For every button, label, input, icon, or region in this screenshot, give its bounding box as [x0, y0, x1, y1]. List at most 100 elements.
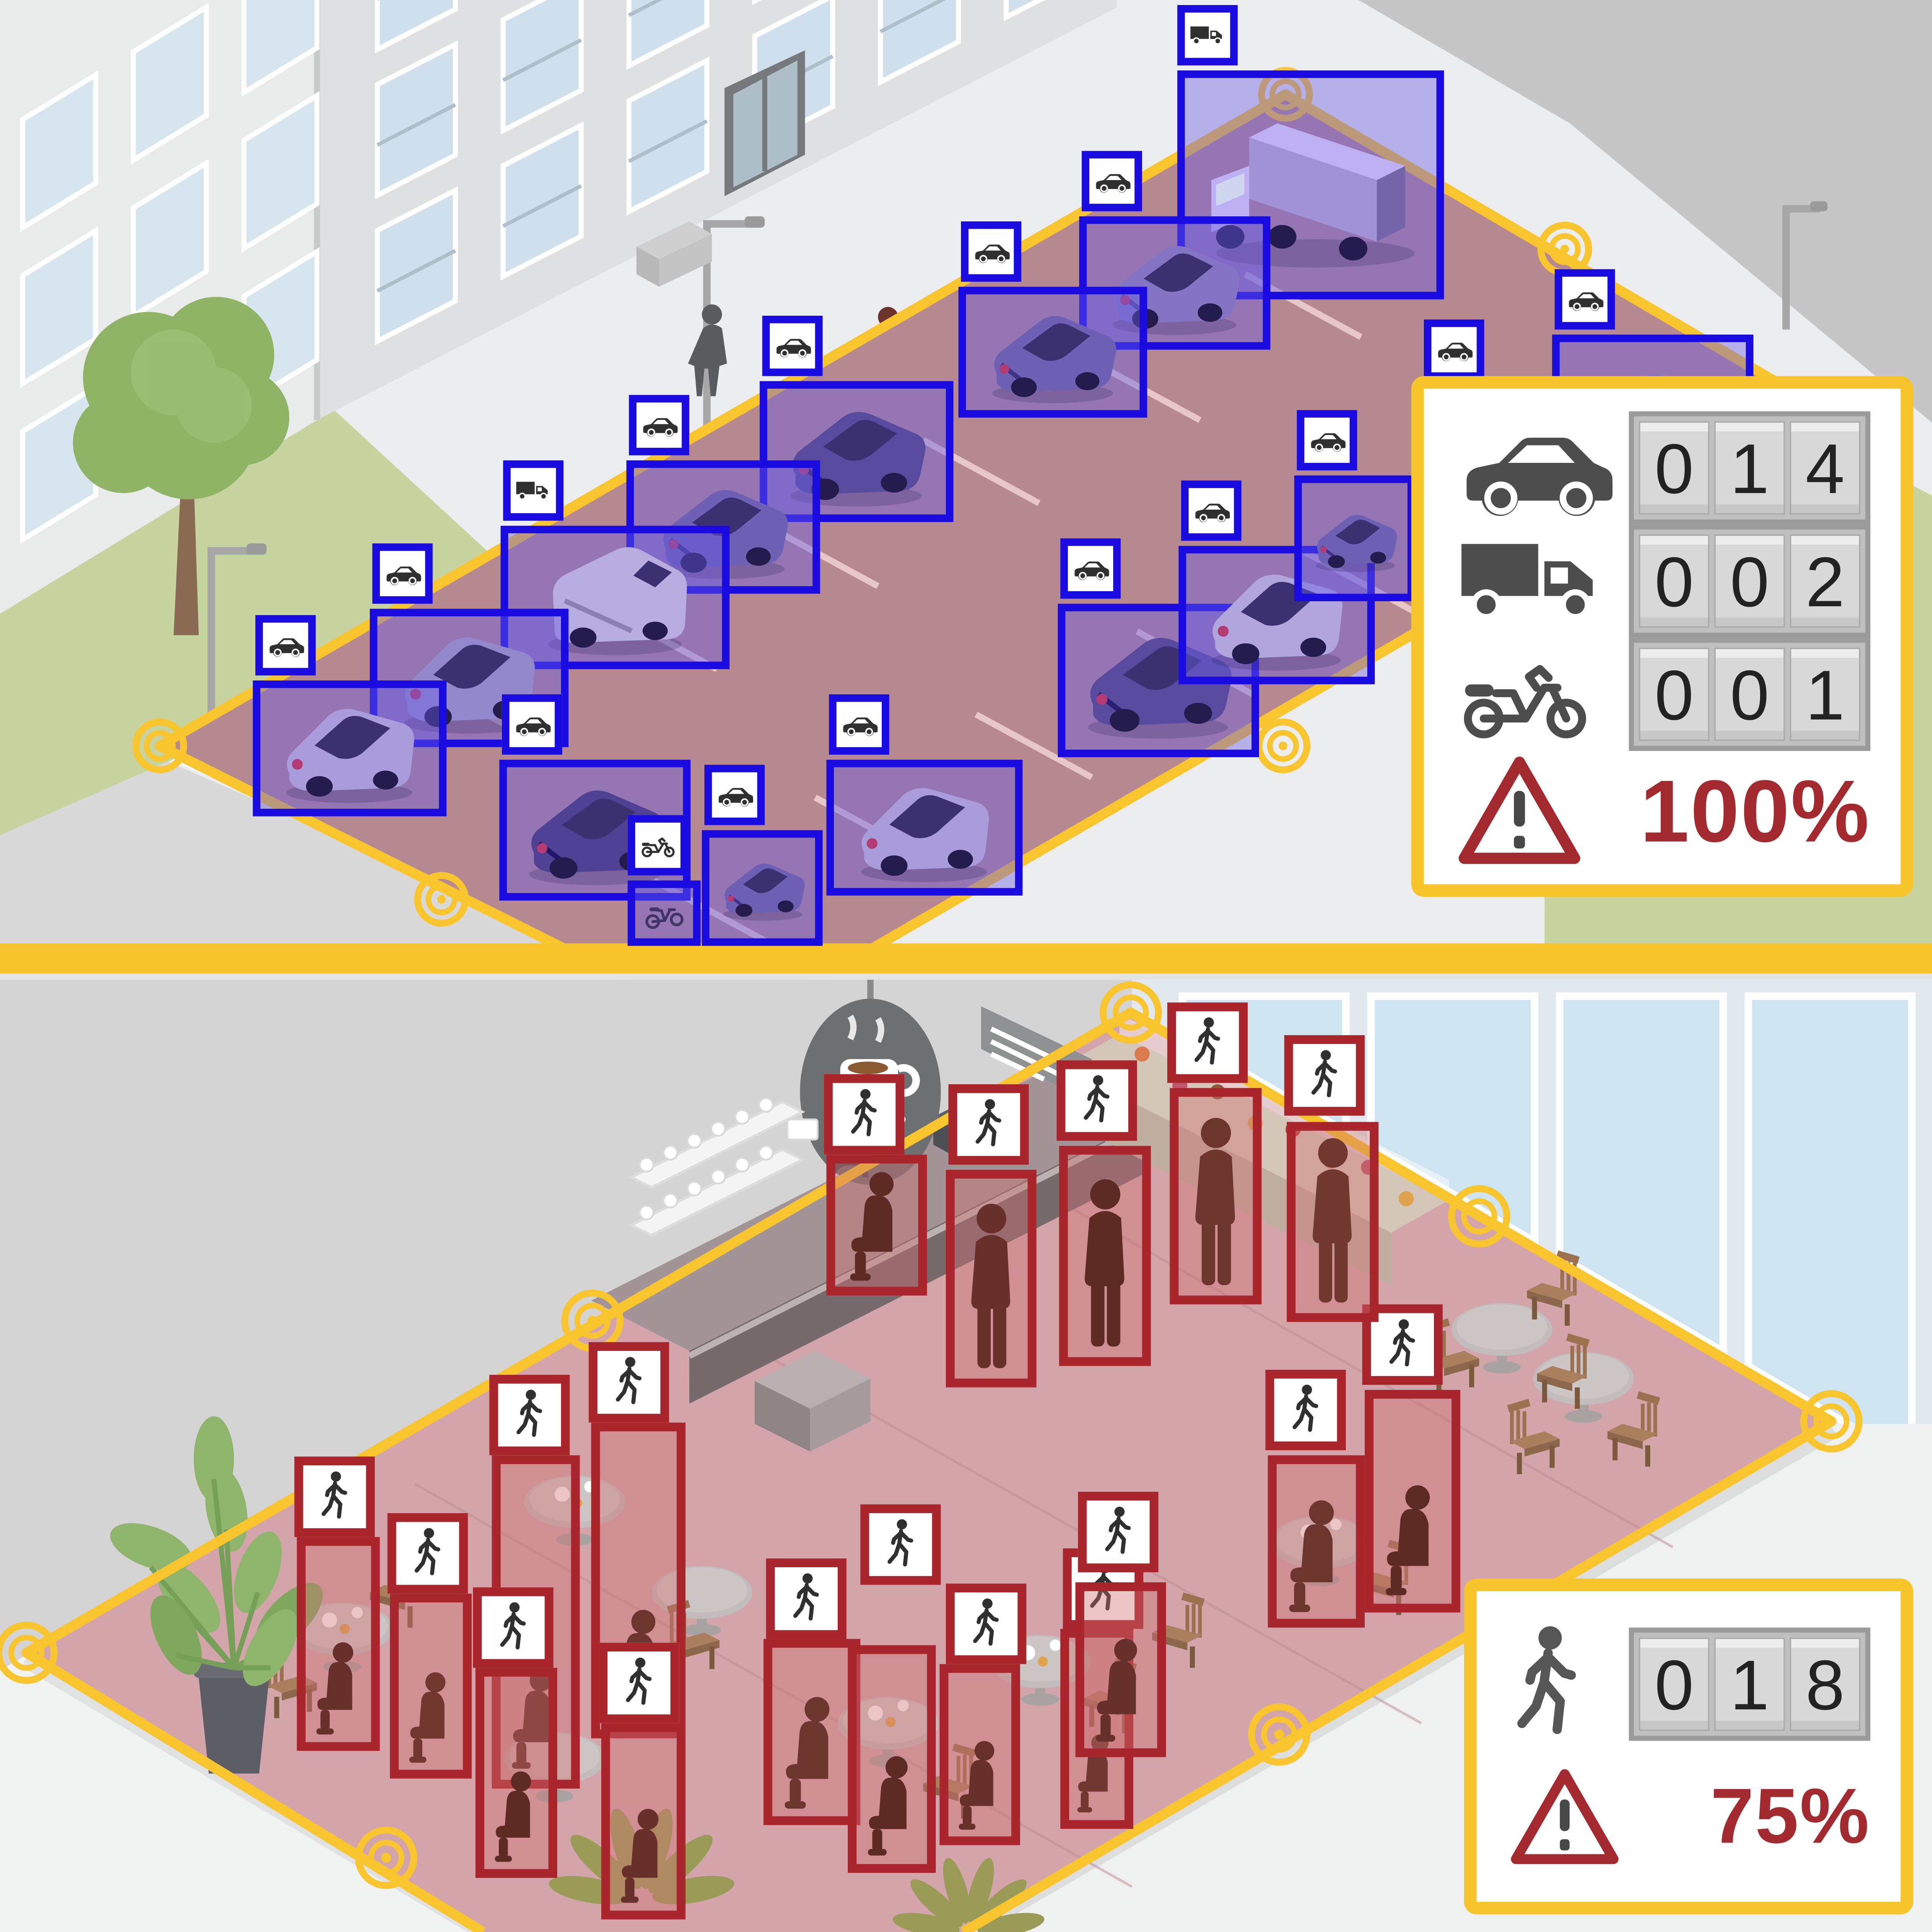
person-silhouette — [1087, 1596, 1155, 1743]
person-icon — [860, 1504, 941, 1585]
person-icon — [1265, 1369, 1346, 1451]
person-icon — [599, 1643, 679, 1723]
person-silhouette — [1298, 1136, 1368, 1308]
moped-icon — [628, 815, 688, 876]
person-icon — [1167, 1002, 1248, 1083]
vehicle-silhouette — [773, 393, 940, 511]
counter-digit: 4 — [1790, 421, 1861, 515]
person-silhouette — [1181, 1103, 1251, 1289]
person-icon — [588, 1342, 669, 1423]
person-icon — [473, 1587, 554, 1668]
vehicle-detection-box — [628, 880, 701, 946]
person-icon — [489, 1374, 570, 1456]
person-detection-box — [939, 1664, 1020, 1845]
person-silhouette — [1070, 1161, 1140, 1351]
person-silhouette — [838, 1167, 916, 1283]
person-icon — [824, 1074, 905, 1155]
person-detection-box — [475, 1668, 558, 1878]
person-detection-box — [297, 1537, 380, 1751]
vehicle-detection-box — [702, 830, 823, 946]
vehicle-silhouette — [1071, 616, 1246, 746]
person-silhouette — [1376, 1405, 1449, 1598]
person-detection-box — [390, 1594, 472, 1779]
vehicle-alert-row: 100% — [1454, 751, 1870, 871]
person-silhouette — [401, 1607, 461, 1765]
warning-triangle-icon — [1507, 1764, 1622, 1870]
counter-digit: 0 — [1639, 1638, 1709, 1731]
truck-icon — [1177, 5, 1238, 66]
person-icon — [766, 1558, 847, 1639]
person-silhouette — [308, 1552, 369, 1736]
car-icon — [629, 395, 689, 456]
person-silhouette — [859, 1660, 925, 1858]
counter-digit: 0 — [1639, 534, 1709, 628]
vehicle-detection-box — [1079, 216, 1270, 350]
warning-triangle-icon — [1454, 751, 1585, 871]
person-silhouette — [486, 1682, 546, 1863]
person-silhouette — [1279, 1469, 1354, 1614]
car-icon — [1181, 480, 1242, 541]
vehicle-silhouette — [266, 692, 434, 805]
person-detection-box — [1170, 1088, 1262, 1304]
moped-icon — [1454, 644, 1595, 745]
car-icon — [829, 694, 889, 755]
vehicle-silhouette — [1305, 486, 1404, 590]
person-silhouette — [775, 1653, 849, 1811]
counter-digit: 1 — [1714, 1638, 1785, 1731]
counter-digit: 0 — [1639, 421, 1709, 515]
vehicle-silhouette — [971, 298, 1134, 406]
person-detection-box — [848, 1645, 936, 1873]
person-detection-box — [946, 1170, 1037, 1388]
people-alert-row: 75% — [1507, 1764, 1871, 1870]
person-icon — [1284, 1035, 1365, 1116]
occupancy-percent-label: 75% — [1710, 1774, 1871, 1861]
person-icon — [1507, 1623, 1587, 1746]
car-icon — [255, 615, 316, 676]
person-silhouette — [950, 1678, 1009, 1832]
vehicle-silhouette — [515, 537, 716, 658]
counter-digit: 8 — [1790, 1638, 1861, 1731]
vehicle-silhouette — [637, 889, 691, 937]
truck-icon — [503, 460, 564, 521]
vehicle-silhouette — [713, 841, 812, 935]
person-icon — [946, 1583, 1027, 1664]
car-icon — [1060, 538, 1121, 599]
person-icon — [1056, 1060, 1137, 1141]
counter-digit: 0 — [1639, 648, 1709, 741]
counter-digit: 0 — [1714, 534, 1785, 628]
person-icon — [1078, 1492, 1159, 1572]
car-icon — [1297, 410, 1357, 471]
car-icon — [1454, 413, 1615, 523]
person-icon — [948, 1084, 1029, 1165]
person-detection-box — [1268, 1455, 1365, 1628]
vehicle-detection-box — [958, 287, 1147, 418]
vehicle-detection-box — [826, 760, 1023, 896]
counter-digit: 0 — [1714, 648, 1785, 741]
person-silhouette — [612, 1737, 675, 1905]
person-detection-box — [601, 1723, 686, 1920]
vehicle-detection-box — [1294, 475, 1415, 601]
person-detection-box — [1364, 1389, 1461, 1613]
car-icon — [1082, 151, 1142, 211]
person-detection-box — [1287, 1122, 1379, 1322]
vehicle-detection-box — [253, 680, 447, 816]
counter-digit: 1 — [1790, 648, 1861, 741]
car-icon — [372, 543, 433, 604]
car-icon — [1554, 269, 1615, 330]
car-icon — [961, 221, 1022, 282]
counter-digit: 1 — [1714, 421, 1785, 515]
person-detection-box — [1059, 1146, 1151, 1366]
vehicle-silhouette — [839, 771, 1010, 884]
vehicle-detection-box — [1177, 70, 1444, 299]
person-detection-box — [763, 1639, 861, 1825]
